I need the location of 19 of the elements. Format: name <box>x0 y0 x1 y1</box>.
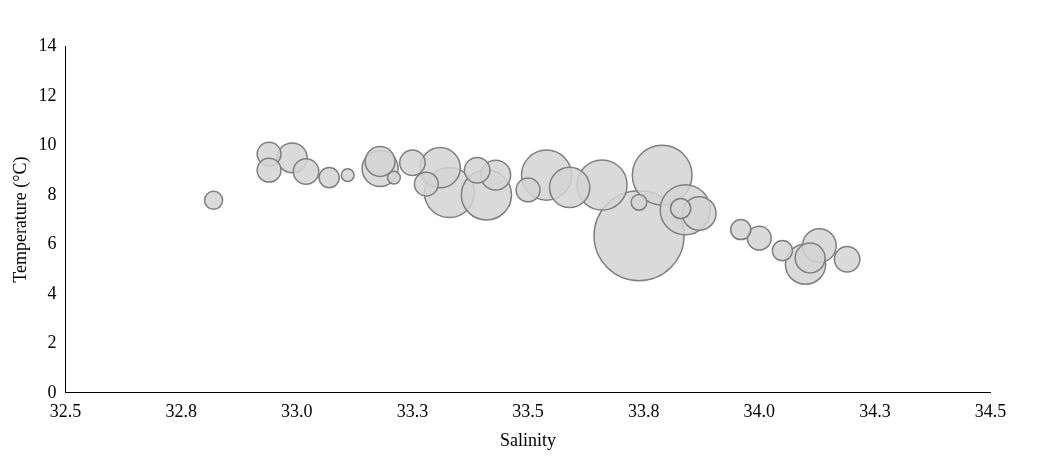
y-tick-label: 12 <box>38 84 57 105</box>
x-tick-label: 34.5 <box>974 401 1007 422</box>
x-tick-label: 33.0 <box>281 401 313 422</box>
x-tick-label: 34.0 <box>743 401 776 422</box>
y-tick-label: 14 <box>38 35 57 56</box>
x-axis-title: Salinity <box>500 429 557 450</box>
x-tick-label: 33.3 <box>396 401 429 422</box>
x-tick-label: 32.5 <box>49 401 82 422</box>
x-tick-label: 34.3 <box>859 401 891 422</box>
y-tick-label: 2 <box>47 332 57 353</box>
y-tick-label: 0 <box>47 381 57 402</box>
x-tick-label: 33.5 <box>512 401 544 422</box>
y-axis-title: Temperature (°C) <box>9 156 31 283</box>
y-tick-label: 10 <box>38 134 57 155</box>
y-tick-label: 8 <box>47 183 57 204</box>
y-tick-label: 6 <box>47 233 57 254</box>
x-tick-label: 33.8 <box>627 401 660 422</box>
x-tick-label: 32.8 <box>165 401 197 422</box>
y-tick-label: 4 <box>47 282 57 303</box>
